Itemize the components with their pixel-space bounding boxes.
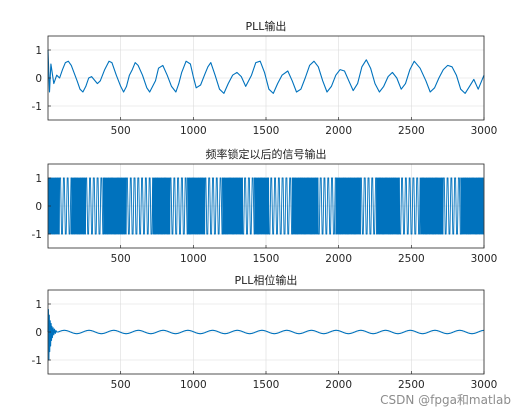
x-tick-label: 2000 (325, 125, 352, 137)
y-tick-label: 1 (35, 45, 42, 57)
x-tick-label: 1500 (253, 253, 280, 265)
series-lines (47, 49, 485, 94)
x-tick-label: 2500 (398, 125, 425, 137)
plot-locked-signal-output: 500 1000 1500 2000 2500 3000 1 0 -1 频率锁定以后的信号输出 (32, 147, 498, 265)
y-tick-label: 0 (35, 201, 42, 213)
x-tick-label: 1500 (253, 125, 280, 137)
x-tick-label: 500 (111, 125, 131, 137)
y-tick-label: 1 (35, 299, 42, 311)
tick-labels: 500 1000 1500 2000 2500 3000 1 0 -1 (32, 45, 498, 137)
x-tick-label: 1000 (180, 253, 207, 265)
x-tick-label: 2500 (398, 379, 425, 391)
y-tick-label: 0 (35, 327, 42, 339)
series-line (47, 49, 485, 94)
y-tick-label: 0 (35, 73, 42, 85)
x-tick-label: 2500 (398, 253, 425, 265)
x-tick-label: 2000 (325, 379, 352, 391)
plot-title: PLL输出 (246, 19, 287, 33)
x-tick-label: 2000 (325, 253, 352, 265)
y-tick-label: -1 (32, 355, 42, 367)
x-tick-label: 500 (111, 253, 131, 265)
y-tick-label: 1 (35, 173, 42, 185)
x-tick-label: 3000 (471, 125, 498, 137)
x-tick-label: 3000 (471, 379, 498, 391)
series-line (47, 177, 485, 235)
watermark-text: CSDN @fpga和matlab (380, 393, 511, 407)
tick-labels: 500 1000 1500 2000 2500 3000 1 0 -1 (32, 299, 498, 391)
x-tick-label: 1500 (253, 379, 280, 391)
series-lines (47, 177, 485, 235)
plot-pll-output: 500 1000 1500 2000 2500 3000 1 0 -1 PLL输出 (32, 19, 498, 137)
tick-labels: 500 1000 1500 2000 2500 3000 1 0 -1 (32, 173, 498, 265)
y-tick-label: -1 (32, 229, 42, 241)
plot-title: PLL相位输出 (235, 273, 298, 287)
x-tick-label: 1000 (180, 379, 207, 391)
x-tick-label: 1000 (180, 125, 207, 137)
plot-pll-phase-output: 500 1000 1500 2000 2500 3000 1 0 -1 PLL相位输出 (32, 273, 498, 391)
y-tick-label: -1 (32, 101, 42, 113)
plot-title: 频率锁定以后的信号输出 (206, 147, 327, 161)
series-lines (47, 309, 485, 361)
x-tick-label: 3000 (471, 253, 498, 265)
x-tick-label: 500 (111, 379, 131, 391)
series-line (47, 309, 485, 361)
